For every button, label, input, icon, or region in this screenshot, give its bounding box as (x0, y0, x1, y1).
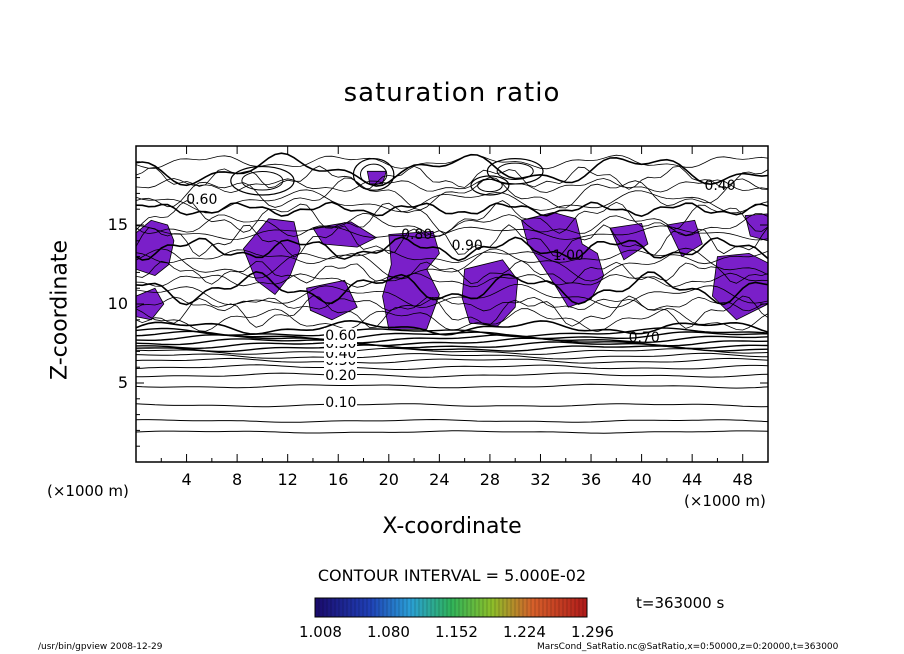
contour-label: 1.00 (552, 247, 584, 264)
x-tick-label: 48 (732, 470, 753, 489)
contour-loop (470, 175, 510, 196)
x-unit-label: (×1000 m) (684, 492, 766, 510)
contour-line (136, 383, 768, 389)
x-axis-label: X-coordinate (382, 514, 522, 539)
contour-line (136, 364, 768, 370)
contour-line (136, 337, 768, 347)
y-tick-label: 5 (117, 373, 128, 392)
x-tick-label: 44 (681, 470, 703, 489)
colorbar-stripes (318, 598, 584, 617)
contour-loop (241, 171, 284, 191)
contour-line (136, 296, 768, 312)
contour-loop (352, 158, 395, 191)
colorbar-tick-label: 1.080 (367, 623, 410, 641)
supersaturation-region (136, 287, 165, 321)
plot-area (136, 152, 768, 434)
contour-loop (477, 178, 503, 193)
x-tick-label: 8 (232, 470, 243, 489)
time-label: t=363000 s (636, 594, 725, 612)
colorbar (314, 597, 588, 618)
contour-label: 0.10 (324, 394, 358, 411)
chart-title: saturation ratio (343, 78, 561, 108)
colorbar-tick-label: 1.152 (435, 623, 478, 641)
supersaturation-region (521, 211, 605, 308)
contour-interval: CONTOUR INTERVAL = 5.000E-02 (317, 566, 587, 585)
colorbar-tick-label: 1.296 (571, 623, 614, 641)
contour-label: 0.90 (451, 238, 483, 255)
contour-line (136, 249, 768, 265)
contour-line (136, 272, 768, 288)
contour-line (136, 152, 768, 187)
contour-loop (230, 165, 295, 196)
colorbar-tick-label: 1.008 (299, 623, 342, 641)
contour-line (136, 308, 768, 333)
x-tick-label: 12 (277, 470, 298, 489)
supersaturation-region (461, 259, 519, 327)
y-axis-label: Z-coordinate (47, 240, 73, 380)
contour-line (136, 319, 768, 336)
contour-line (136, 418, 768, 423)
contour-loop (359, 163, 388, 186)
contour-line (136, 224, 768, 258)
contour-line (136, 352, 768, 360)
contour-line (136, 357, 768, 364)
contour-line (136, 347, 768, 355)
contour-line (136, 260, 768, 285)
contour-line (136, 189, 768, 214)
x-tick-label: 40 (631, 470, 652, 489)
contour-line (136, 295, 768, 329)
axis-ticks (136, 146, 768, 462)
x-tick-label: 32 (530, 470, 551, 489)
contour-line (136, 403, 768, 408)
x-tick-label: 28 (479, 470, 501, 489)
contour-loop (486, 158, 544, 185)
colorbar-tick-label: 1.224 (503, 623, 546, 641)
contour-line (136, 372, 768, 378)
x-tick-label: 16 (328, 470, 349, 489)
contour-label: 0.60 (186, 192, 218, 209)
y-tick-label: 15 (107, 215, 128, 234)
contour-line (136, 178, 768, 194)
contour-line (136, 270, 768, 306)
contour-line (136, 430, 768, 434)
supersaturation-region (666, 219, 703, 258)
supersaturation-region (744, 213, 768, 242)
z-unit-label: (×1000 m) (47, 482, 129, 500)
x-tick-label: 4 (181, 470, 192, 489)
contour-line (136, 247, 768, 282)
contour-line (136, 283, 768, 308)
contour-line (136, 154, 768, 170)
contour-label: 0.40 (704, 178, 736, 195)
contour-line (136, 236, 768, 262)
contour-line (136, 200, 768, 234)
x-tick-label: 24 (429, 470, 450, 489)
contour-label: 0.20 (324, 367, 358, 384)
contour-lines (136, 152, 768, 434)
footer-right: MarsCond_SatRatio.nc@SatRatio,x=0:50000,… (537, 642, 839, 652)
y-tick-label: 10 (107, 294, 128, 313)
contour-loop (496, 162, 534, 180)
footer-left: /usr/bin/gpview 2008-12-29 (38, 642, 163, 652)
contour-label: 0.80 (401, 227, 433, 244)
x-tick-label: 20 (378, 470, 399, 489)
contour-label: 0.60 (324, 328, 358, 345)
supersaturation-region (609, 222, 649, 261)
contour-line (136, 201, 768, 218)
x-tick-label: 36 (580, 470, 602, 489)
contour-line (136, 176, 768, 211)
contour-label: 0.70 (628, 329, 660, 346)
contour-line (136, 225, 768, 241)
